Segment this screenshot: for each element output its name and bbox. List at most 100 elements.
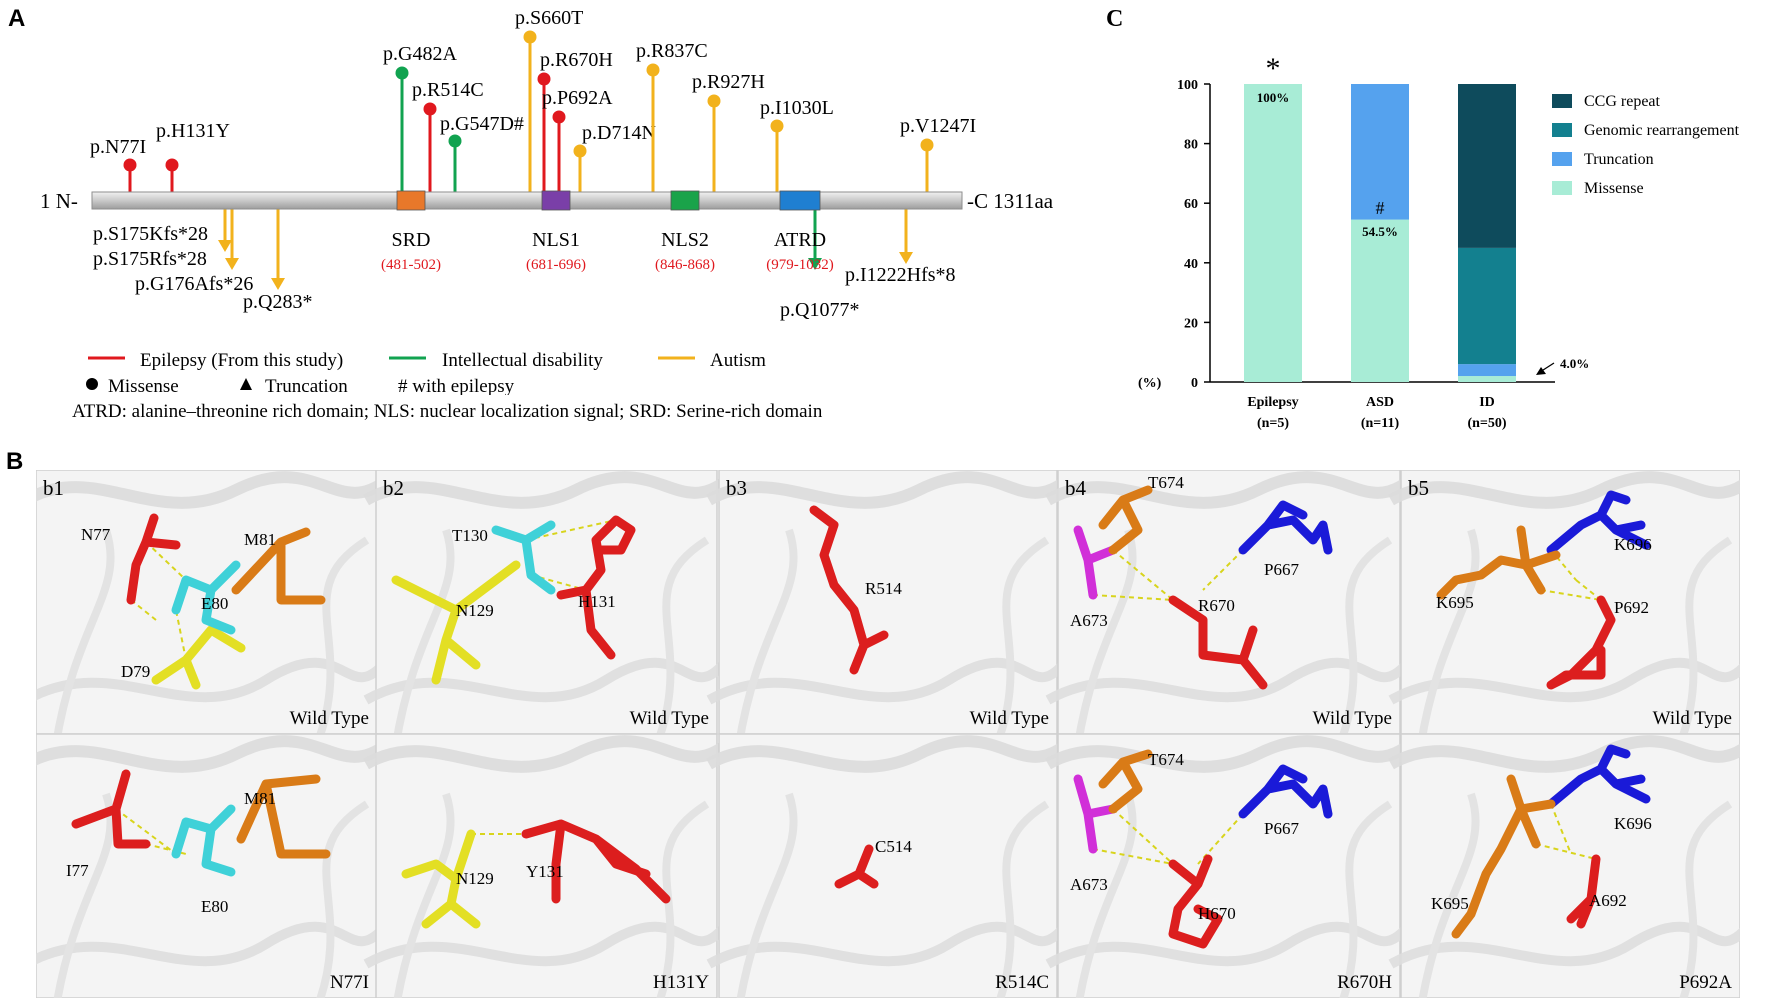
cell-status-label: Wild Type [630,708,709,729]
chart-legend: CCG repeat Genomic rearrangement Truncatio… [1552,93,1740,197]
bar-segment-missense [1244,84,1302,382]
cell-status-label: R514C [995,972,1049,993]
bar-segment-truncation [1351,84,1409,220]
domain-box-nls2 [670,190,700,211]
domain-range-atrd: (979-1032) [766,257,834,273]
legend-with-epilepsy-label: # with epilepsy [398,376,515,395]
residue-label: R670 [1198,596,1235,615]
residue-stick [1168,595,1268,690]
hydrogen-bond [1535,843,1597,860]
ribbon-backdrop [363,471,731,746]
domain-range-nls2: (846-868) [655,257,715,273]
residue-stick [1436,525,1561,600]
y-ticks: 0 20 40 60 80 100 [1177,78,1210,391]
truncation-arrow-icon [225,258,239,270]
missense-head [770,119,784,133]
ribbon-backdrop [706,471,1071,746]
ribbon-backdrop [1388,735,1740,998]
residue-stick [809,505,889,675]
panel-c-letter: C [1106,6,1123,32]
legend-swatch [1552,123,1572,137]
domain-range-srd: (481-502) [381,257,441,273]
cell-frame [375,470,718,735]
x-tick-label: ID [1479,395,1495,410]
missense-head [707,94,721,108]
mutation-label: p.P692A [542,87,613,109]
epilepsy-percent-annotation: 100% [1257,90,1290,105]
x-tick-label: ASD [1366,395,1394,410]
domain-name-srd: SRD [392,229,431,251]
residue-label: D79 [121,662,150,681]
residue-stick [231,527,326,605]
residue-label: A673 [1070,875,1108,894]
domain-boxes: SRD (481-502) NLS1 (681-696) NLS2 (846-868) AT… [381,190,834,273]
residue-stick [1168,854,1223,949]
hydrogen-bond [1550,803,1572,855]
hydrogen-bond [175,609,187,661]
residue-stick [1098,749,1153,814]
legend-missense-label: Missense [108,376,179,395]
ribbon-backdrop [1045,735,1414,998]
legend-autism-label: Autism [710,350,766,371]
panel-a-letter: A [8,5,25,32]
missense-head [165,158,179,172]
cell-status-label: Wild Type [970,708,1049,729]
residue-label: A692 [1589,891,1627,910]
mutation-label: p.G547D# [440,113,524,135]
missense-head [395,66,409,80]
residue-label: Y131 [526,862,564,881]
ribbon-backdrop [1045,471,1414,746]
missense-head [523,30,537,44]
x-tick-label: Epilepsy [1247,395,1298,410]
legend-label: Missense [1584,180,1644,197]
mutation-label: p.S175Rfs*28 [93,248,207,270]
c-terminus-label: -C 1311aa [967,189,1054,213]
cell-status-label: Wild Type [290,708,369,729]
legend-truncation-label: Truncation [265,376,348,395]
residue-stick [1238,500,1333,555]
residue-stick [151,625,246,690]
mutation-label: p.R837C [636,40,708,62]
residue-stick [491,520,556,595]
structure-cell-b3: R514 b3 Wild Type [706,470,1071,746]
cell-status-label: H131Y [653,972,709,993]
panel-a: A p.N77I p.H131Y p.G482A p.R514C p.G547D# p.S… [8,5,1054,395]
mutation-label: p.Q1077* [780,299,859,321]
legend-missense-circle-icon [86,378,98,390]
legend-swatch [1552,94,1572,108]
legend-epilepsy-label: Epilepsy (From this study) [140,350,343,371]
bar-segment-ccg-repeat [1458,84,1516,248]
cell-status-label: N77I [330,972,369,993]
mutation-label: p.R514C [412,79,484,101]
asd-percent-annotation: 54.5% [1362,224,1398,239]
residue-label: T674 [1148,473,1184,492]
id-percent-annotation: 4.0% [1560,356,1589,371]
truncation-arrow-icon [808,258,822,270]
cell-frame [36,733,378,998]
residue-stick [1238,764,1333,819]
structure-cell-b2: T130 N129 H131 b2 Wild Type [363,470,731,746]
y-tick-label: 100 [1177,78,1198,93]
legend-label: Genomic rearrangement [1584,122,1740,139]
cell-frame [375,733,718,998]
residue-label: T674 [1148,750,1184,769]
residue-label: R514 [865,579,902,598]
residue-label: E80 [201,897,228,916]
bar-segment-missense [1458,376,1516,382]
cell-tag: b3 [726,476,747,500]
residue-stick [1546,744,1651,809]
y-tick-label: 20 [1184,316,1198,331]
residue-label: T130 [452,526,488,545]
mutation-label: p.N77I [90,136,146,158]
missense-head [423,102,437,116]
mutation-label: p.R927H [692,71,765,93]
mutation-label: p.Q283* [243,291,312,313]
bar-segment-genomic-rearrangement [1458,247,1516,365]
domain-name-nls1: NLS1 [532,229,580,251]
residue-label: M81 [244,789,276,808]
cell-frame [718,470,1058,735]
legend-label: CCG repeat [1584,93,1661,110]
truncation-arrow-icon [218,240,232,252]
residue-stick [834,844,879,889]
residue-stick [236,774,331,859]
